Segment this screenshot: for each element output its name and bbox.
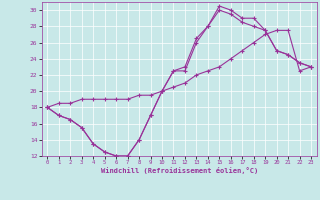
- X-axis label: Windchill (Refroidissement éolien,°C): Windchill (Refroidissement éolien,°C): [100, 167, 258, 174]
